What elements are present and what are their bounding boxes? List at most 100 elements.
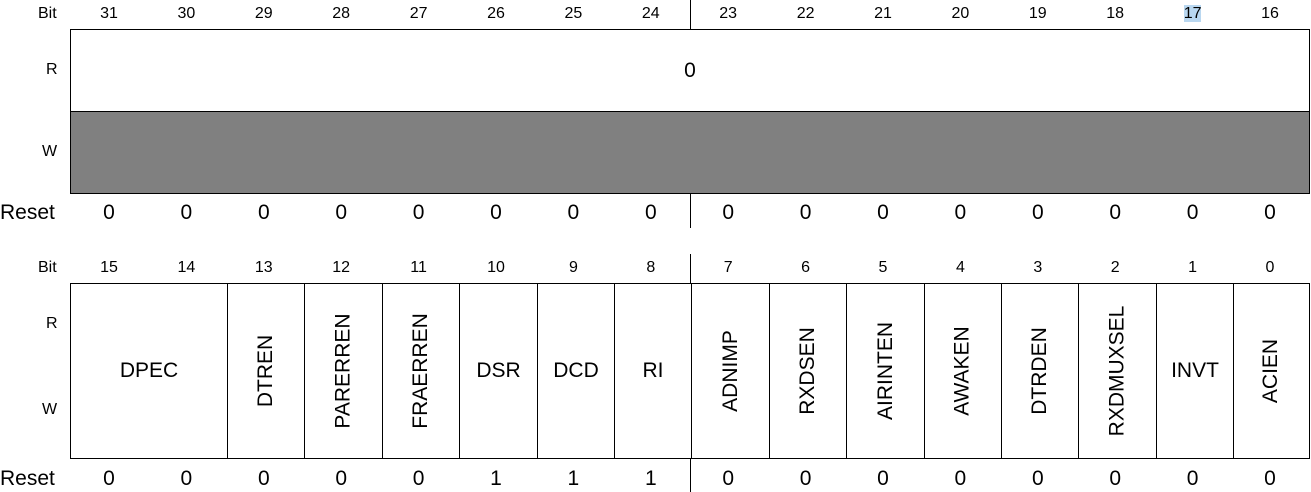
reset-value: 0 [534, 202, 612, 224]
bit-number-text: 0 [1265, 259, 1275, 276]
bit-number: 31 [70, 6, 148, 22]
reset-value-text: 0 [180, 201, 193, 224]
reset-value-text: 0 [1031, 201, 1044, 224]
reset-value-text: 0 [180, 467, 193, 490]
reset-value-text: 1 [567, 467, 580, 490]
reset-value: 0 [921, 202, 999, 224]
reset-value-text: 0 [1186, 201, 1199, 224]
bit-number-text: 27 [409, 5, 428, 22]
field-name-dtrden: DTRDEN [1028, 327, 1051, 415]
byte-divider-bottom-lower [690, 459, 691, 492]
field-dtrden: DTRDEN [1001, 284, 1078, 458]
reset-value-text: 0 [335, 467, 348, 490]
bit-number: 26 [457, 6, 535, 22]
field-name-awaken: AWAKEN [951, 326, 974, 416]
row-label-w-lower: W [42, 401, 58, 418]
upper-read-field: 0 [70, 29, 1310, 112]
reset-value: 0 [689, 202, 767, 224]
bit-number: 7 [689, 260, 767, 276]
reset-value-text: 0 [257, 201, 270, 224]
reset-value-text: 0 [412, 201, 425, 224]
field-name-airinten: AIRINTEN [873, 321, 897, 421]
field-name-acien: ACIEN [1259, 338, 1283, 404]
reset-value-text: 0 [877, 467, 889, 490]
bit-number-text: 31 [100, 5, 118, 22]
bit-number-text: 21 [874, 5, 892, 22]
reset-value-text: 0 [644, 201, 657, 224]
field-name-dpec: DPEC [119, 359, 179, 382]
reset-value-text: 0 [799, 201, 812, 224]
bit-number: 24 [612, 6, 690, 22]
bit-number-text: 3 [1033, 259, 1043, 276]
bit-number-text: 11 [410, 259, 427, 276]
reset-label-lower: Reset [0, 467, 55, 490]
reset-value-text: 0 [1109, 467, 1122, 490]
reset-value-text: 0 [877, 201, 889, 224]
bit-number: 25 [534, 6, 612, 22]
field-name-parerren: PARERREN [331, 313, 355, 429]
bit-number: 10 [457, 260, 535, 276]
reset-value: 0 [380, 202, 458, 224]
reset-value-text: 0 [954, 467, 967, 490]
upper-read-value: 0 [684, 58, 696, 82]
field-dcd: DCD [537, 284, 614, 458]
field-adnimp: ADNIMP [691, 284, 769, 458]
bit-number-text: 25 [564, 5, 583, 22]
reset-value-text: 0 [1264, 201, 1276, 224]
bit-label-upper: Bit [38, 5, 57, 22]
bit-number-text: 22 [796, 5, 815, 22]
bit-number-text: 14 [177, 259, 196, 276]
reset-value-text: 0 [1031, 467, 1044, 490]
reset-value-text: 0 [257, 467, 270, 490]
byte-divider-top-upper [690, 0, 691, 29]
bit-number-text: 7 [723, 259, 733, 276]
bit-number: 3 [999, 260, 1077, 276]
reset-value: 0 [147, 202, 225, 224]
reset-value-text: 0 [103, 201, 115, 224]
bit-number: 30 [147, 6, 225, 22]
reset-value-text: 1 [644, 467, 657, 490]
bit-number: 17 [1154, 5, 1232, 22]
bit-number: 6 [767, 260, 845, 276]
field-name-dcd: DCD [553, 359, 599, 382]
bit-number: 0 [1231, 260, 1309, 276]
reset-value: 0 [1231, 202, 1309, 224]
bit-number: 4 [921, 260, 999, 276]
reset-value: 1 [612, 468, 690, 490]
reset-value: 0 [844, 468, 922, 490]
reset-value: 0 [612, 202, 690, 224]
reset-value: 0 [689, 468, 767, 490]
bit-number: 22 [767, 6, 845, 22]
bit-number-text: 19 [1028, 5, 1047, 22]
reset-value: 0 [921, 468, 999, 490]
reset-value-text: 0 [1264, 467, 1276, 490]
field-rxdmuxsel: RXDMUXSEL [1078, 284, 1156, 458]
field-airinten: AIRINTEN [846, 284, 924, 458]
field-name-rxdmuxsel: RXDMUXSEL [1105, 305, 1129, 437]
reset-value: 0 [1154, 468, 1232, 490]
field-name-adnimp: ADNIMP [718, 330, 742, 412]
reset-value-text: 0 [1109, 201, 1122, 224]
bit-number-text: 6 [801, 259, 811, 276]
field-dtren: DTREN [227, 284, 304, 458]
bit-number-text: 1 [1188, 259, 1198, 276]
reset-value-text: 0 [722, 201, 735, 224]
bit-number-text: 26 [487, 5, 505, 22]
reset-value: 0 [302, 202, 380, 224]
bit-number-text: 28 [332, 5, 351, 22]
field-invt: INVT [1156, 284, 1233, 458]
reset-value: 0 [999, 468, 1077, 490]
reset-value: 0 [457, 202, 535, 224]
reset-value: 0 [1076, 468, 1154, 490]
reset-value: 0 [767, 202, 845, 224]
bit-number: 2 [1076, 260, 1154, 276]
bit-number-text: 29 [254, 5, 273, 22]
bit-number: 12 [302, 260, 380, 276]
bit-number-text: 9 [568, 259, 578, 276]
reset-value: 0 [70, 202, 148, 224]
bit-number: 15 [70, 260, 148, 276]
field-name-dtren: DTREN [254, 334, 277, 408]
byte-divider-top-lower [690, 254, 691, 283]
reset-value: 0 [844, 202, 922, 224]
field-name-rxdsen: RXDSEN [796, 327, 819, 415]
